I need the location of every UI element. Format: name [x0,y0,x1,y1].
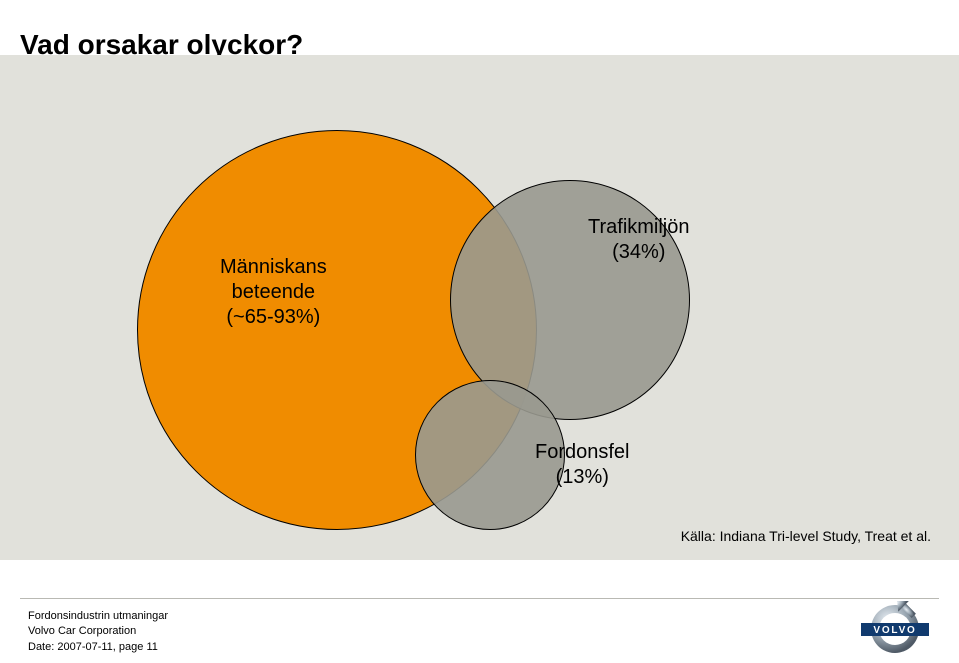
logo-text: VOLVO [873,625,916,636]
footer-line1: Fordonsindustrin utmaningar [28,609,168,624]
source-citation: Källa: Indiana Tri-level Study, Treat et… [681,528,931,544]
venn-label-vehicle: Fordonsfel (13%) [535,440,630,490]
venn-label-human: Människans beteende (~65-93%) [220,255,327,330]
footer: Fordonsindustrin utmaningar Volvo Car Co… [0,595,959,663]
footer-line3: Date: 2007-07-11, page 11 [28,640,168,655]
footer-text: Fordonsindustrin utmaningar Volvo Car Co… [28,609,168,655]
diagram-canvas: Människans beteende (~65-93%) Trafikmilj… [0,55,959,560]
footer-line2: Volvo Car Corporation [28,624,168,639]
venn-label-environment: Trafikmiljön (34%) [588,215,690,265]
slide: Vad orsakar olyckor? Människans beteende… [0,0,959,663]
volvo-logo-icon: VOLVO [855,601,935,657]
footer-divider [20,595,939,598]
